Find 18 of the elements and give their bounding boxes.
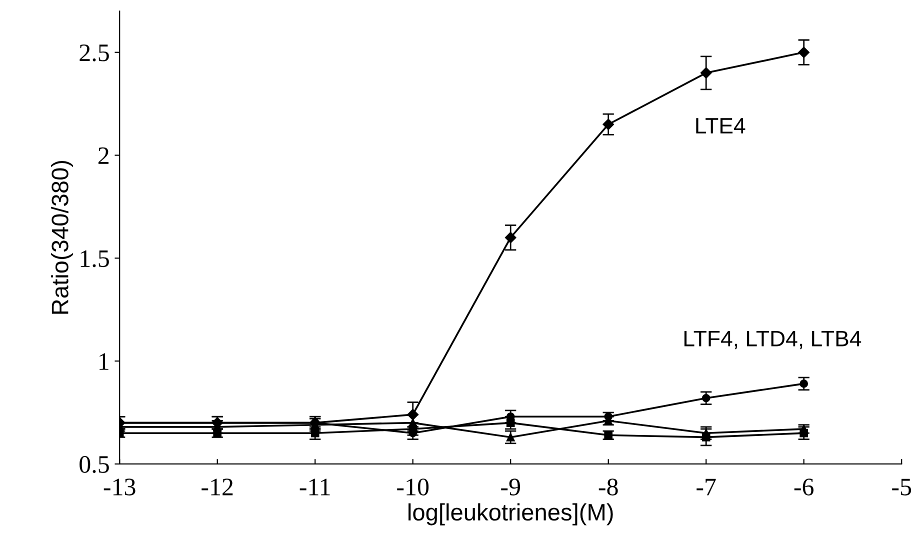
- x-tick-label: -9: [501, 478, 520, 496]
- x-tick-label: -5: [892, 478, 912, 496]
- y-axis-title: Ratio(340/380): [51, 160, 74, 314]
- y-tick-label: 0.5: [80, 456, 109, 473]
- annotation: LTF4, LTD4, LTB4: [684, 330, 862, 350]
- x-tick-label: -13: [104, 478, 136, 496]
- y-tick-label: 1.5: [80, 250, 109, 268]
- x-tick-label: -11: [300, 478, 330, 496]
- annotation: LTE4: [696, 118, 746, 134]
- x-tick-label: -6: [794, 478, 814, 496]
- y-tick-label: 1: [100, 353, 108, 370]
- y-tick-label: 2: [98, 147, 108, 164]
- x-axis-title: log[leukotrienes](M): [408, 503, 613, 526]
- x-tick-label: -10: [397, 478, 429, 496]
- x-tick-label: -12: [202, 478, 233, 496]
- x-tick-label: -8: [598, 478, 618, 496]
- y-tick-label: 2.5: [80, 44, 109, 62]
- x-tick-label: -7: [696, 478, 716, 496]
